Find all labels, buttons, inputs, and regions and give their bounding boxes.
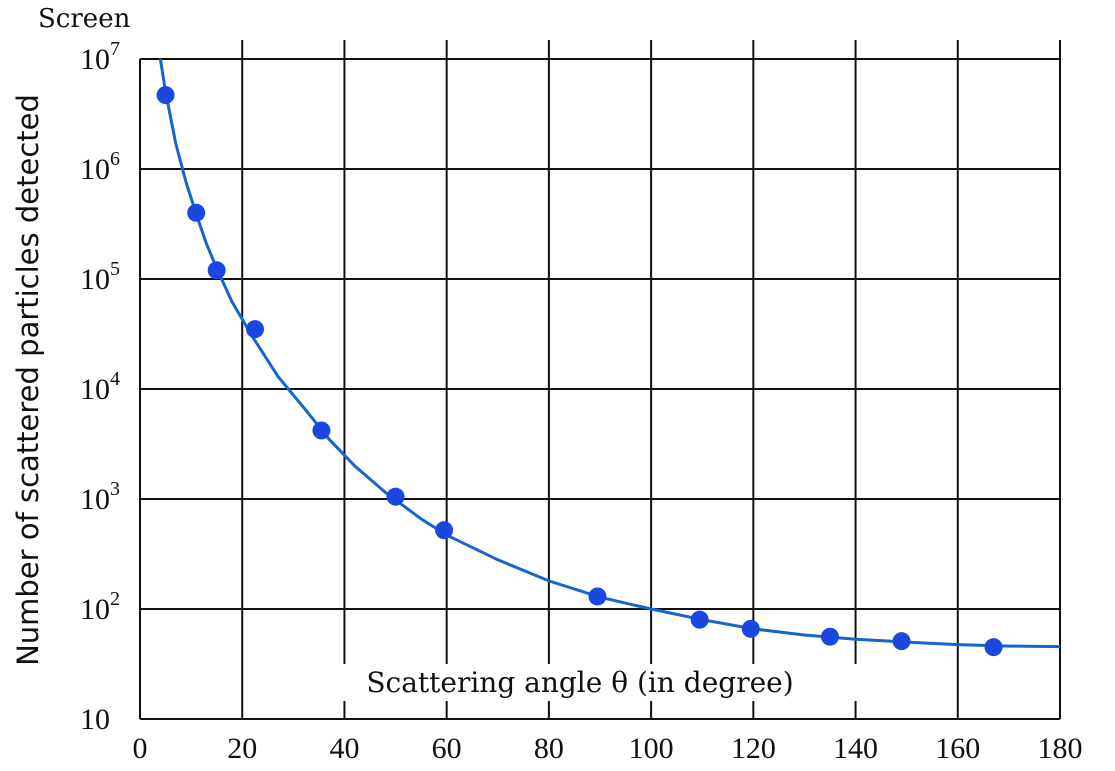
y-axis-label: Number of scattered particles detected: [11, 94, 45, 666]
x-tick-label: 100: [629, 732, 674, 765]
x-axis-label: Scattering angle θ (in degree): [300, 664, 860, 701]
data-point: [821, 627, 839, 646]
data-points-layer: [156, 86, 1003, 657]
x-tick-label: 0: [133, 732, 148, 765]
data-point: [588, 587, 607, 606]
x-tick-label: 180: [1038, 732, 1083, 765]
data-point: [435, 521, 454, 540]
fit-curve: [158, 58, 1061, 649]
y-tick-label: 103: [80, 478, 120, 516]
y-axis-label-container: Number of scattered particles detected: [6, 40, 50, 720]
data-point: [156, 86, 175, 105]
data-point: [386, 487, 405, 506]
y-tick-label: 106: [80, 148, 120, 186]
data-point: [741, 619, 760, 638]
x-tick-label: 140: [833, 732, 878, 765]
fit-curve-layer: [158, 58, 1061, 649]
y-tick-labels: 10 102 103 104 105 106 107: [80, 38, 120, 736]
x-tick-label: 40: [329, 732, 359, 765]
y-tick-label: 105: [80, 258, 120, 296]
x-tick-label: 80: [534, 732, 564, 765]
x-tick-label: 160: [935, 732, 980, 765]
x-tick-label: 20: [227, 732, 257, 765]
data-point: [892, 632, 911, 651]
data-point: [690, 610, 709, 629]
data-point: [187, 203, 206, 222]
x-tick-label: 120: [731, 732, 776, 765]
x-tick-label: 60: [432, 732, 462, 765]
grid-lines: [139, 40, 1061, 720]
data-point: [984, 638, 1003, 657]
y-tick-label: 104: [80, 368, 120, 406]
data-point: [246, 320, 264, 339]
data-point: [312, 421, 331, 440]
y-tick-label: 102: [80, 588, 120, 626]
x-tick-labels: 0 20 40 60 80 100 120 140 160 180: [133, 732, 1083, 765]
data-point: [207, 261, 226, 280]
screen-caption: Screen: [38, 4, 131, 34]
y-tick-label: 107: [80, 38, 120, 76]
y-tick-label: 10: [80, 703, 110, 736]
